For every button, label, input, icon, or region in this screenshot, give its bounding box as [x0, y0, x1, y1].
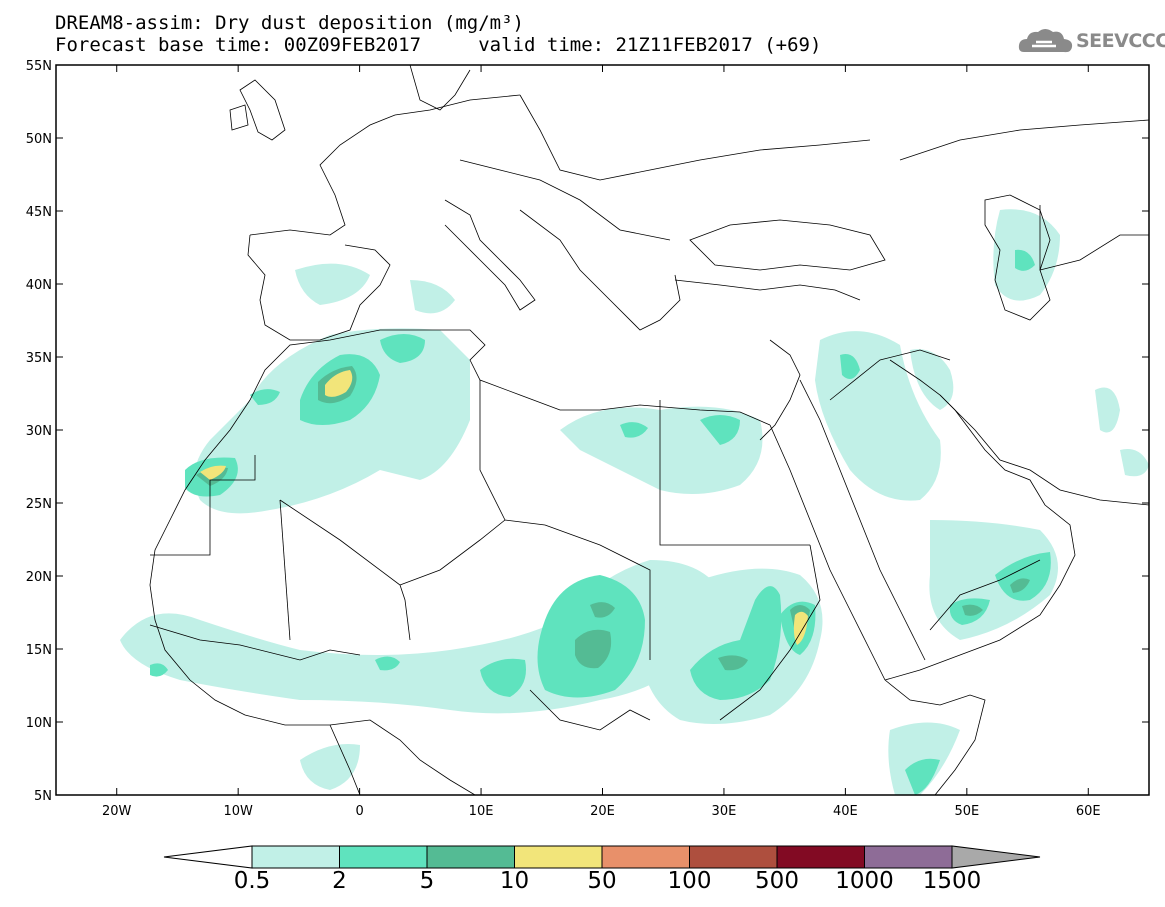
lat-tick-label: 25N — [26, 497, 52, 512]
map-title: DREAM8-assim: Dry dust deposition (mg/m³… — [55, 12, 524, 34]
colorbar-swatch — [864, 845, 953, 869]
colorbar-label: 2 — [332, 868, 347, 894]
deposition-band-0.5-2 — [120, 209, 1149, 795]
colorbar-label: 1000 — [835, 868, 894, 894]
deposition-band-2-5 — [150, 249, 1051, 795]
lat-tick-label: 40N — [26, 278, 52, 293]
colorbar-over-triangle — [951, 845, 1041, 869]
axis-ticks: 55N 50N 45N 40N 35N 30N 25N 20N 15N 10N 5N 20W 10W 0 1… — [26, 59, 1149, 819]
lat-tick-label: 45N — [26, 205, 52, 220]
colorbar-swatch — [251, 845, 340, 869]
lat-tick-label: 50N — [26, 132, 52, 147]
lon-tick-label: 0 — [355, 804, 363, 819]
colorbar-label: 500 — [755, 868, 799, 894]
lon-tick-label: 20E — [590, 804, 615, 819]
dust-deposition-field — [120, 209, 1149, 795]
lat-tick-label: 15N — [26, 643, 52, 658]
colorbar-label: 50 — [587, 868, 617, 894]
lon-tick-label: 10W — [223, 804, 253, 819]
colorbar-swatch — [689, 845, 778, 869]
deposition-band-10-50 — [200, 370, 808, 645]
lat-tick-label: 30N — [26, 424, 52, 439]
lon-tick-label: 30E — [712, 804, 737, 819]
colorbar-label: 0.5 — [233, 868, 271, 894]
lat-tick-label: 10N — [26, 716, 52, 731]
lon-tick-label: 20W — [102, 804, 132, 819]
colorbar-swatch — [776, 845, 865, 869]
lat-tick-label: 55N — [26, 59, 52, 74]
lon-tick-label: 60E — [1076, 804, 1101, 819]
map-subtitle-times: Forecast base time: 00Z09FEB2017 valid t… — [55, 34, 822, 56]
colorbar-swatch — [426, 845, 515, 869]
cloud-logo-icon — [1018, 29, 1073, 53]
colorbar-under-triangle — [163, 845, 253, 869]
logo-text: SEEVCCC — [1076, 30, 1165, 52]
colorbar — [163, 845, 1041, 869]
lat-tick-label: 35N — [26, 351, 52, 366]
colorbar-label: 5 — [419, 868, 435, 894]
colorbar-swatch — [601, 845, 690, 869]
colorbar-label: 1500 — [922, 868, 982, 894]
colorbar-label: 10 — [499, 868, 530, 894]
lat-tick-label: 5N — [34, 789, 52, 804]
lon-tick-label: 50E — [954, 804, 979, 819]
lon-tick-label: 40E — [833, 804, 858, 819]
lat-tick-label: 20N — [26, 570, 52, 585]
colorbar-swatch — [514, 845, 603, 869]
coastlines-and-borders — [149, 65, 1149, 795]
lon-tick-label: 10E — [469, 804, 494, 819]
colorbar-swatch — [339, 845, 428, 869]
colorbar-label: 100 — [667, 868, 712, 894]
